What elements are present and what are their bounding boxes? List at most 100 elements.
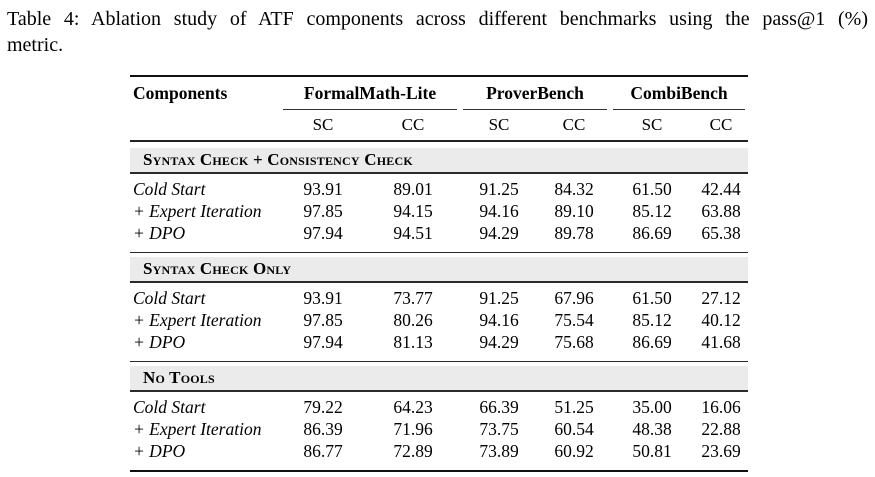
metric-value: 89.10 [554,201,594,222]
metric-value: 94.15 [393,201,433,222]
section-title: Syntax Check Only [143,259,292,279]
ablation-table: Components FormalMath-Lite ProverBench C… [130,75,748,472]
subheader-sc: SC [641,115,663,135]
horizontal-rule [130,172,748,174]
horizontal-rule [130,360,748,363]
metric-value: 86.39 [303,419,343,440]
metric-value: 94.16 [479,201,519,222]
group-header-label: CombiBench [630,82,728,103]
metric-value: 86.69 [632,223,672,244]
table-row: + DPO 97.94 81.13 94.29 75.68 86.69 41.6… [130,332,748,354]
horizontal-rule [130,390,748,392]
metric-value: 66.39 [479,397,519,418]
metric-value: 23.69 [701,441,741,462]
table-row: + Expert Iteration 97.85 80.26 94.16 75.… [130,310,748,332]
table-header-row-metrics: SC CC SC CC SC CC [130,110,748,140]
table-bottom-rule [130,469,748,472]
subheader-cc: CC [401,115,425,135]
row-label: + DPO [133,332,186,353]
group-header-proverbench: ProverBench [463,77,607,111]
metric-value: 73.77 [393,288,433,309]
table-row: Cold Start 79.22 64.23 66.39 51.25 35.00… [130,397,748,419]
caption-line-2: metric. [7,34,64,56]
metric-value: 97.85 [303,201,343,222]
row-label: Cold Start [133,397,206,418]
table-row: + DPO 97.94 94.51 94.29 89.78 86.69 65.3… [130,223,748,245]
metric-value: 81.13 [393,332,433,353]
row-label: + Expert Iteration [133,419,262,440]
section-header-syntax-consistency-check: Syntax Check + Consistency Check [130,148,748,173]
metric-value: 51.25 [554,397,594,418]
row-label: + Expert Iteration [133,310,262,331]
metric-value: 16.06 [701,397,741,418]
metric-value: 75.54 [554,310,594,331]
metric-value: 61.50 [632,179,672,200]
metric-value: 61.50 [632,288,672,309]
section-body-syntax-consistency-check: Cold Start 93.91 89.01 91.25 84.32 61.50… [130,174,748,252]
table-top-rule [130,75,748,78]
metric-value: 86.69 [632,332,672,353]
metric-value: 94.16 [479,310,519,331]
metric-value: 84.32 [554,179,594,200]
group-header-label: FormalMath-Lite [303,82,437,103]
section-header-syntax-check-only: Syntax Check Only [130,257,748,282]
metric-value: 50.81 [632,441,672,462]
table-row: + Expert Iteration 86.39 71.96 73.75 60.… [130,419,748,441]
metric-value: 91.25 [479,179,519,200]
metric-value: 73.75 [479,419,519,440]
horizontal-rule [130,251,748,254]
row-label: + Expert Iteration [133,201,262,222]
subheader-sc: SC [488,115,510,135]
metric-value: 72.89 [393,441,433,462]
column-header-components: Components [133,83,228,104]
group-header-label: ProverBench [486,82,584,103]
metric-value: 22.88 [701,419,741,440]
metric-value: 94.29 [479,223,519,244]
metric-value: 64.23 [393,397,433,418]
section-header-no-tools: No Tools [130,366,748,391]
row-label: + DPO [133,223,186,244]
section-body-syntax-check-only: Cold Start 93.91 73.77 91.25 67.96 61.50… [130,283,748,361]
metric-value: 35.00 [632,397,672,418]
horizontal-rule [130,281,748,283]
table-row: + Expert Iteration 97.85 94.15 94.16 89.… [130,201,748,223]
section-title: No Tools [143,368,215,388]
metric-value: 42.44 [701,179,741,200]
metric-value: 93.91 [303,288,343,309]
row-label: Cold Start [133,288,206,309]
metric-value: 97.94 [303,332,343,353]
metric-value: 97.94 [303,223,343,244]
metric-value: 40.12 [701,310,741,331]
metric-value: 71.96 [393,419,433,440]
table-row: Cold Start 93.91 73.77 91.25 67.96 61.50… [130,288,748,310]
metric-value: 63.88 [701,201,741,222]
section-title: Syntax Check + Consistency Check [143,150,413,170]
table-caption: Table 4: Ablation study of ATF component… [7,6,868,58]
metric-value: 67.96 [554,288,594,309]
row-label: + DPO [133,441,186,462]
table-header-row-groups: Components FormalMath-Lite ProverBench C… [130,77,748,111]
metric-value: 89.78 [554,223,594,244]
metric-value: 65.38 [701,223,741,244]
row-label: Cold Start [133,179,206,200]
table-row: + DPO 86.77 72.89 73.89 60.92 50.81 23.6… [130,441,748,463]
section-body-no-tools: Cold Start 79.22 64.23 66.39 51.25 35.00… [130,392,748,470]
metric-value: 75.68 [554,332,594,353]
metric-value: 60.92 [554,441,594,462]
metric-value: 80.26 [393,310,433,331]
subheader-cc: CC [709,115,733,135]
group-header-formalmath-lite: FormalMath-Lite [283,77,457,111]
caption-line-1: Table 4: Ablation study of ATF component… [7,8,868,30]
metric-value: 94.51 [393,223,433,244]
metric-value: 93.91 [303,179,343,200]
metric-value: 48.38 [632,419,672,440]
header-bottom-rule [130,140,748,143]
metric-value: 97.85 [303,310,343,331]
metric-value: 73.89 [479,441,519,462]
subheader-cc: CC [562,115,586,135]
subheader-sc: SC [312,115,334,135]
metric-value: 86.77 [303,441,343,462]
metric-value: 79.22 [303,397,343,418]
metric-value: 27.12 [701,288,741,309]
